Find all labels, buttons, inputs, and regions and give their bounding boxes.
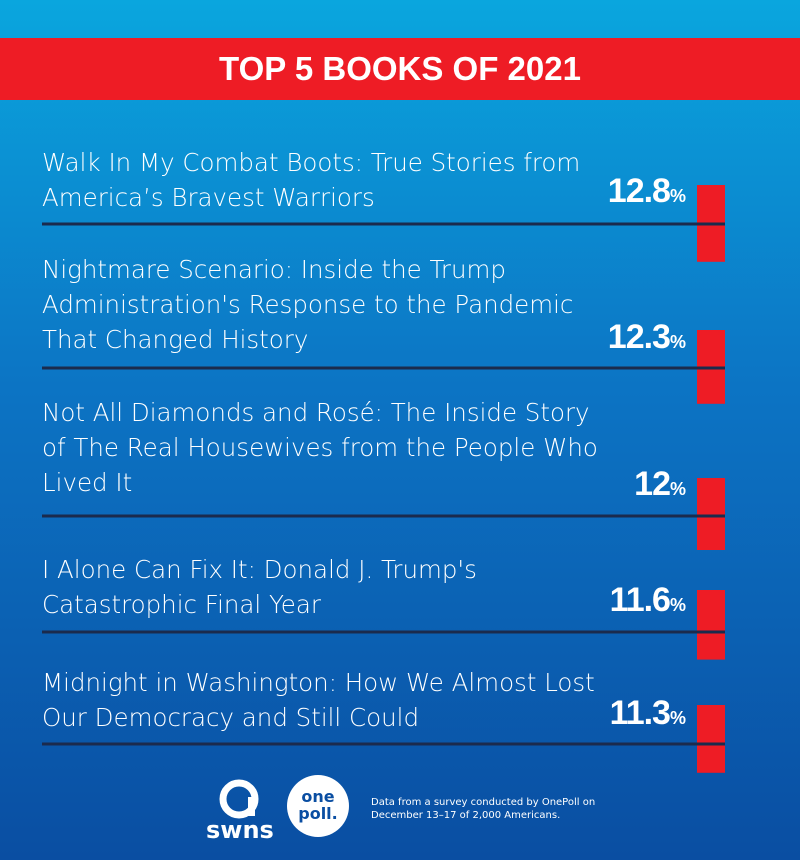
unit: % (669, 186, 686, 206)
book-title: Nightmare Scenario: Inside the Trump Adm… (42, 255, 574, 354)
chart-title: TOP 5 BOOKS OF 2021 (219, 50, 581, 87)
value-label: 12% (634, 465, 686, 503)
value-label: 12.3% (607, 318, 686, 356)
unit: % (669, 332, 686, 352)
book-title: Not All Diamonds and Rosé: The Inside St… (42, 398, 598, 497)
bar (697, 478, 725, 550)
unit: % (669, 595, 686, 615)
title-band (0, 38, 800, 100)
onepoll-logo: one poll. (298, 787, 338, 823)
book-title: Midnight in Washington: How We Almost Lo… (42, 668, 595, 732)
value-label: 11.6% (609, 581, 686, 619)
bar (697, 590, 725, 660)
swns-logo-icon (248, 797, 255, 816)
unit: % (669, 708, 686, 728)
source-note: Data from a survey conducted by OnePoll … (371, 797, 596, 821)
swns-logo: swns (206, 816, 274, 844)
book-title: I Alone Can Fix It: Donald J. Trump's Ca… (42, 555, 477, 619)
book-title: Walk In My Combat Boots: True Stories fr… (42, 148, 581, 212)
value-label: 12.8% (607, 172, 686, 210)
bar (697, 705, 725, 773)
value-label: 11.3% (609, 694, 686, 732)
onepoll-logo-circle (287, 775, 349, 837)
unit: % (669, 479, 686, 499)
